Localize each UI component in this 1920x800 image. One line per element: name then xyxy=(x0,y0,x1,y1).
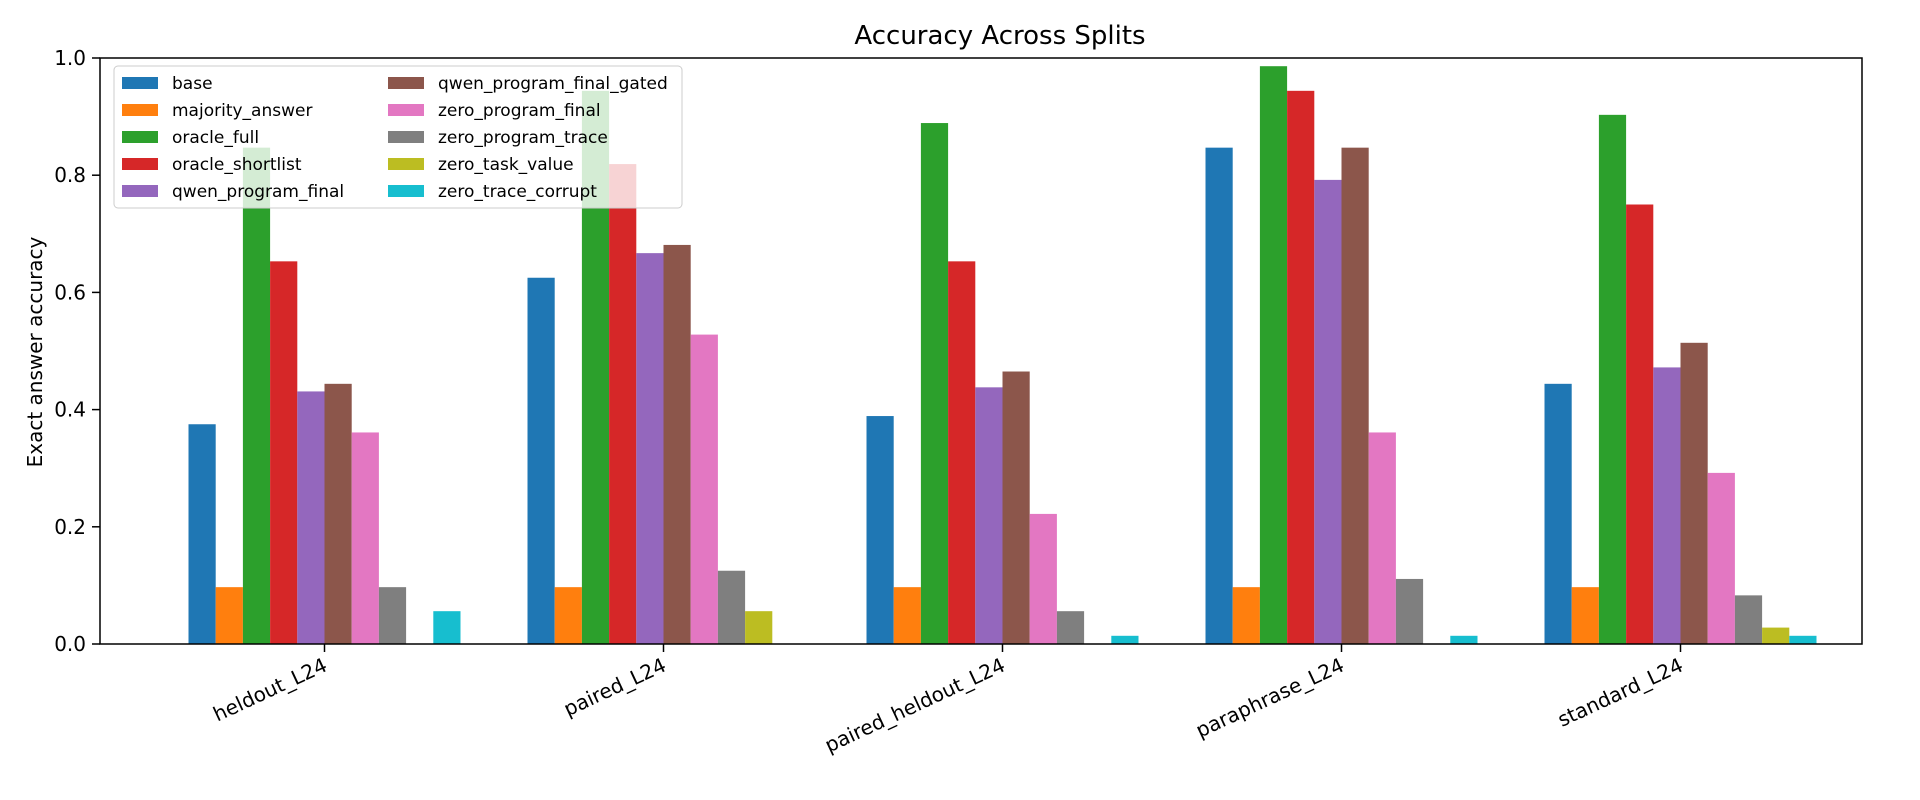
bar-qwen_program_final-paired_heldout_L24 xyxy=(975,387,1003,644)
bar-majority_answer-paired_L24 xyxy=(554,587,582,644)
bar-zero_trace_corrupt-heldout_L24 xyxy=(433,611,461,644)
legend-label-zero_trace_corrupt: zero_trace_corrupt xyxy=(438,182,597,202)
bar-zero_task_value-paired_L24 xyxy=(745,611,773,644)
legend-label-qwen_program_final_gated: qwen_program_final_gated xyxy=(438,74,668,94)
x-tick-label-heldout_L24: heldout_L24 xyxy=(209,653,330,727)
bar-zero_program_trace-standard_L24 xyxy=(1734,595,1763,644)
bar-zero_program_final-paired_L24 xyxy=(690,334,718,644)
legend-label-zero_task_value: zero_task_value xyxy=(438,155,574,175)
bar-qwen_program_final_gated-paired_heldout_L24 xyxy=(1002,371,1030,644)
legend-label-zero_program_final: zero_program_final xyxy=(438,101,601,121)
bar-majority_answer-paired_heldout_L24 xyxy=(893,587,921,644)
legend-swatch-base xyxy=(122,77,158,89)
bar-oracle_full-paired_heldout_L24 xyxy=(920,123,949,645)
legend-swatch-oracle_shortlist xyxy=(122,158,158,170)
bar-zero_program_trace-paired_L24 xyxy=(717,570,746,644)
legend-swatch-zero_program_final xyxy=(388,104,424,116)
bar-majority_answer-heldout_L24 xyxy=(215,587,243,644)
y-tick-label: 0.6 xyxy=(54,280,86,304)
bar-qwen_program_final-paired_L24 xyxy=(636,253,664,644)
bar-qwen_program_final-standard_L24 xyxy=(1653,367,1681,644)
bar-oracle_full-standard_L24 xyxy=(1598,114,1627,645)
bar-zero_program_final-paraphrase_L24 xyxy=(1368,432,1396,644)
bar-qwen_program_final-paraphrase_L24 xyxy=(1314,179,1342,644)
y-tick-label: 0.2 xyxy=(54,515,86,539)
bar-oracle_shortlist-paired_L24 xyxy=(609,164,637,644)
legend: base majority_answer oracle_full oracle_sho… xyxy=(113,65,683,209)
bar-qwen_program_final_gated-paired_L24 xyxy=(663,244,691,644)
legend-swatch-zero_trace_corrupt xyxy=(388,185,424,197)
x-axis: heldout_L24 paired_L24 paired_heldout_L24 p… xyxy=(209,644,1687,758)
legend-swatch-zero_task_value xyxy=(388,158,424,170)
legend-label-majority_answer: majority_answer xyxy=(172,101,312,121)
bar-zero_program_final-standard_L24 xyxy=(1707,472,1735,644)
bar-oracle_shortlist-heldout_L24 xyxy=(270,261,298,644)
bar-zero_program_trace-paraphrase_L24 xyxy=(1395,578,1424,644)
bar-zero_program_final-heldout_L24 xyxy=(351,432,379,644)
legend-swatch-oracle_full xyxy=(122,131,158,143)
bar-zero_program_final-paired_heldout_L24 xyxy=(1029,513,1057,644)
y-axis: 0.0 0.2 0.4 0.6 0.8 1.0 xyxy=(54,46,100,656)
bar-base-standard_L24 xyxy=(1544,383,1572,644)
bar-zero_trace_corrupt-standard_L24 xyxy=(1789,635,1817,644)
y-tick-label: 0.4 xyxy=(54,398,86,422)
bar-qwen_program_final-heldout_L24 xyxy=(297,391,325,644)
legend-swatch-qwen_program_final_gated xyxy=(388,77,424,89)
bar-base-paired_L24 xyxy=(527,277,555,644)
legend-label-oracle_shortlist: oracle_shortlist xyxy=(172,155,302,175)
y-tick-label: 1.0 xyxy=(54,46,86,70)
y-tick-label: 0.8 xyxy=(54,163,86,187)
bar-qwen_program_final_gated-standard_L24 xyxy=(1680,342,1708,644)
legend-label-oracle_full: oracle_full xyxy=(172,128,259,148)
legend-swatch-qwen_program_final xyxy=(122,185,158,197)
bar-zero_program_trace-heldout_L24 xyxy=(378,587,407,644)
chart-title: Accuracy Across Splits xyxy=(854,21,1145,51)
x-tick-label-paired_L24: paired_L24 xyxy=(560,653,670,721)
bar-zero_task_value-standard_L24 xyxy=(1762,627,1790,644)
legend-label-qwen_program_final: qwen_program_final xyxy=(172,182,344,202)
y-axis-label: Exact answer accuracy xyxy=(23,236,47,467)
bar-base-heldout_L24 xyxy=(188,424,216,644)
bar-qwen_program_final_gated-heldout_L24 xyxy=(324,383,352,644)
bar-oracle_shortlist-paraphrase_L24 xyxy=(1287,90,1315,644)
bar-zero_trace_corrupt-paraphrase_L24 xyxy=(1450,635,1478,644)
bar-oracle_shortlist-standard_L24 xyxy=(1626,204,1654,644)
x-tick-label-paired_heldout_L24: paired_heldout_L24 xyxy=(821,653,1009,758)
bar-qwen_program_final_gated-paraphrase_L24 xyxy=(1341,147,1369,644)
x-tick-label-standard_L24: standard_L24 xyxy=(1554,653,1687,732)
bar-oracle_full-paraphrase_L24 xyxy=(1259,66,1288,644)
bars-group xyxy=(188,66,1817,645)
x-tick-label-paraphrase_L24: paraphrase_L24 xyxy=(1192,653,1348,743)
bar-oracle_full-heldout_L24 xyxy=(242,147,271,644)
legend-swatch-zero_program_trace xyxy=(388,131,424,143)
bar-majority_answer-standard_L24 xyxy=(1571,587,1599,644)
legend-label-zero_program_trace: zero_program_trace xyxy=(438,128,608,148)
legend-label-base: base xyxy=(172,74,213,94)
y-tick-label: 0.0 xyxy=(54,632,86,656)
bar-zero_trace_corrupt-paired_heldout_L24 xyxy=(1111,635,1139,644)
legend-swatch-majority_answer xyxy=(122,104,158,116)
bar-oracle_shortlist-paired_heldout_L24 xyxy=(948,261,976,644)
bar-base-paraphrase_L24 xyxy=(1205,147,1233,644)
bar-zero_program_trace-paired_heldout_L24 xyxy=(1056,611,1085,644)
plot-frame xyxy=(99,57,1863,645)
bar-majority_answer-paraphrase_L24 xyxy=(1232,587,1260,644)
bar-base-paired_heldout_L24 xyxy=(866,416,894,644)
